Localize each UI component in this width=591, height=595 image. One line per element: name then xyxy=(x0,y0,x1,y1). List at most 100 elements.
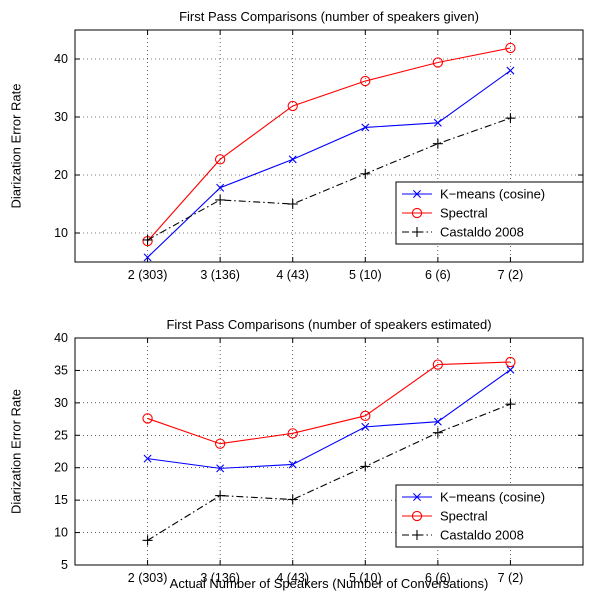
legend-entry-spectral: Spectral xyxy=(402,509,488,524)
series-line xyxy=(147,361,511,445)
series-castaldo xyxy=(142,113,516,245)
y-tick-label: 30 xyxy=(54,396,68,410)
legend-label: Castaldo 2008 xyxy=(440,225,524,240)
series-group xyxy=(142,356,516,546)
legend-entry-kmeans: K−means (cosine) xyxy=(402,187,545,202)
data-point xyxy=(432,138,443,149)
series-spectral xyxy=(142,356,516,449)
y-tick-label: 5 xyxy=(61,558,68,572)
y-tick-label: 20 xyxy=(54,168,68,182)
legend-entry-kmeans: K−means (cosine) xyxy=(402,490,545,505)
chart-top: First Pass Comparisons (number of speake… xyxy=(9,9,584,282)
data-point xyxy=(432,427,443,438)
legend-symbol xyxy=(402,190,432,198)
data-point xyxy=(214,438,226,449)
x-tick-label: 4 (43) xyxy=(276,571,309,585)
data-point xyxy=(361,123,370,132)
grid xyxy=(75,30,583,262)
data-point xyxy=(214,154,226,165)
series-line xyxy=(147,70,511,258)
legend-label: Spectral xyxy=(440,509,488,524)
data-point xyxy=(505,356,516,368)
y-tick-label: 40 xyxy=(54,331,68,345)
y-tick-label: 20 xyxy=(54,461,68,475)
data-point xyxy=(215,194,226,205)
x-tick-label: 6 (6) xyxy=(425,268,451,282)
series-line xyxy=(147,47,511,242)
data-point xyxy=(287,199,298,209)
y-tick-label: 10 xyxy=(54,526,68,540)
data-point xyxy=(360,410,371,421)
data-point xyxy=(287,494,298,505)
tick-labels: 2 (303) 3 (136) 4 (43) 5 (10) 6 (6) 7 (2) 10 20… xyxy=(54,52,523,282)
legend-symbol xyxy=(402,510,432,522)
data-point xyxy=(505,42,516,54)
legend-entry-castaldo: Castaldo 2008 xyxy=(402,528,524,543)
x-tick-label: 6 (6) xyxy=(425,571,451,585)
y-tick-label: 35 xyxy=(54,363,68,377)
legend-symbol xyxy=(402,493,432,501)
data-point xyxy=(216,183,225,192)
data-point xyxy=(287,428,298,439)
x-tick-label: 5 (10) xyxy=(349,268,382,282)
data-point xyxy=(142,413,153,424)
y-tick-label: 40 xyxy=(54,52,68,66)
data-point xyxy=(142,535,153,546)
legend-symbol xyxy=(402,207,432,219)
data-point xyxy=(432,57,444,68)
y-tick-label: 25 xyxy=(54,428,68,442)
y-axis-label: Diarization Error Rate xyxy=(9,389,24,514)
x-tick-label: 3 (136) xyxy=(200,571,240,585)
chart-title: First Pass Comparisons (number of speake… xyxy=(179,9,479,24)
data-point xyxy=(505,113,516,124)
tick-labels: 2 (303) 3 (136) 4 (43) 5 (10) 6 (6) 7 (2) 5 10 1… xyxy=(54,331,523,585)
y-tick-label: 10 xyxy=(54,226,68,240)
data-point xyxy=(287,100,298,112)
series-group xyxy=(142,42,516,262)
series-castaldo xyxy=(142,399,516,546)
legend-symbol xyxy=(402,227,432,237)
legend: K−means (cosine) Spectral Castaldo 2008 xyxy=(395,181,584,245)
legend-label: Spectral xyxy=(440,206,488,221)
x-tick-label: 7 (2) xyxy=(498,571,524,585)
data-point xyxy=(142,234,153,245)
data-point xyxy=(215,490,226,501)
data-point xyxy=(432,359,444,370)
legend-entry-castaldo: Castaldo 2008 xyxy=(402,225,524,240)
chart-title: First Pass Comparisons (number of speake… xyxy=(166,317,491,332)
data-point xyxy=(143,454,152,463)
legend-label: K−means (cosine) xyxy=(440,187,545,202)
legend-entry-spectral: Spectral xyxy=(402,206,488,221)
data-point xyxy=(360,75,371,87)
data-point xyxy=(433,118,442,127)
x-axis-label: Actual Number of Speakers (Number of Con… xyxy=(170,576,489,591)
plot-frame xyxy=(74,337,584,566)
x-tick-label: 4 (43) xyxy=(276,268,309,282)
x-tick-label: 2 (303) xyxy=(128,268,168,282)
chart-bottom: First Pass Comparisons (number of speake… xyxy=(9,317,584,591)
legend-label: K−means (cosine) xyxy=(440,490,545,505)
series-line xyxy=(147,369,511,469)
data-point xyxy=(505,399,516,410)
y-tick-label: 15 xyxy=(54,493,68,507)
x-tick-label: 5 (10) xyxy=(349,571,382,585)
data-point xyxy=(288,155,297,164)
data-point xyxy=(216,464,225,473)
data-point xyxy=(360,168,371,179)
plot-frame xyxy=(74,29,584,263)
data-point xyxy=(288,460,297,469)
legend-symbol xyxy=(402,530,432,540)
series-kmeans xyxy=(143,66,515,262)
y-tick-label: 30 xyxy=(54,110,68,124)
legend-label: Castaldo 2008 xyxy=(440,528,524,543)
data-point xyxy=(433,417,442,426)
x-tick-label: 7 (2) xyxy=(498,268,524,282)
x-tick-label: 2 (303) xyxy=(128,571,168,585)
data-point xyxy=(361,422,370,431)
series-kmeans xyxy=(143,365,515,473)
series-spectral xyxy=(142,42,516,247)
data-point xyxy=(143,253,152,262)
data-point xyxy=(360,461,371,472)
data-point xyxy=(506,365,515,374)
